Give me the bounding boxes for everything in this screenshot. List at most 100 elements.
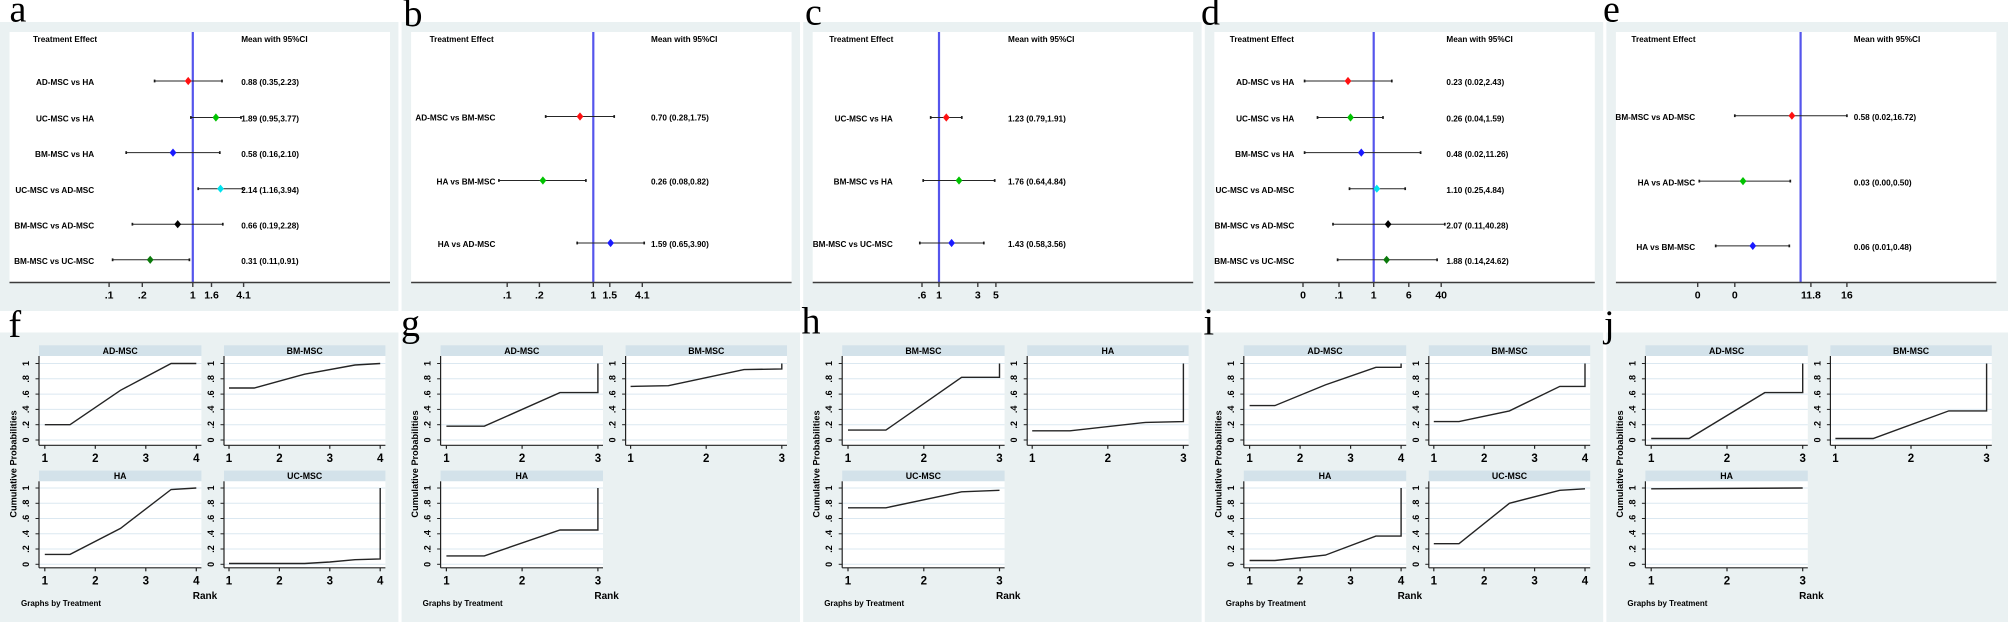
svg-text:0: 0 [1411, 562, 1421, 567]
svg-text:BM-MSC vs AD-MSC: BM-MSC vs AD-MSC [1615, 113, 1695, 122]
svg-text:.6: .6 [21, 515, 31, 523]
svg-text:AD-MSC: AD-MSC [103, 346, 139, 356]
svg-text:Rank: Rank [193, 591, 218, 602]
svg-text:3: 3 [779, 453, 785, 465]
svg-text:BM-MSC: BM-MSC [1491, 346, 1528, 356]
svg-text:1: 1 [206, 361, 216, 366]
svg-text:0.70 (0.28,1.75): 0.70 (0.28,1.75) [651, 114, 709, 123]
svg-text:BM-MSC: BM-MSC [1893, 346, 1930, 356]
svg-text:2: 2 [1908, 453, 1914, 465]
svg-text:.8: .8 [608, 375, 618, 383]
svg-text:1: 1 [1226, 485, 1236, 490]
svg-text:0.58 (0.16,2.10): 0.58 (0.16,2.10) [241, 150, 299, 159]
svg-text:Mean with 95%CI: Mean with 95%CI [1854, 35, 1920, 44]
svg-text:Cumulative Probabilities: Cumulative Probabilities [1213, 410, 1223, 517]
svg-text:2: 2 [921, 575, 927, 587]
svg-text:c: c [805, 0, 822, 34]
svg-text:0: 0 [423, 437, 433, 442]
svg-text:1.59 (0.65,3.90): 1.59 (0.65,3.90) [651, 240, 709, 249]
svg-text:UC-MSC: UC-MSC [906, 471, 942, 481]
svg-text:2: 2 [1297, 453, 1303, 465]
svg-text:.4: .4 [1812, 406, 1822, 414]
svg-text:2: 2 [1481, 453, 1487, 465]
svg-text:BM-MSC: BM-MSC [688, 346, 725, 356]
svg-text:1: 1 [1411, 485, 1421, 490]
svg-text:Mean with 95%CI: Mean with 95%CI [241, 35, 307, 44]
svg-text:1: 1 [1009, 361, 1019, 366]
svg-text:3: 3 [327, 453, 333, 465]
svg-text:4: 4 [1582, 453, 1589, 465]
svg-text:0: 0 [21, 437, 31, 442]
svg-text:1: 1 [1246, 575, 1253, 587]
svg-text:0.23 (0.02,2.43): 0.23 (0.02,2.43) [1446, 78, 1504, 87]
svg-text:.8: .8 [1627, 500, 1637, 508]
svg-text:.8: .8 [1627, 375, 1637, 383]
svg-text:.1: .1 [105, 290, 114, 302]
svg-text:0: 0 [608, 437, 618, 442]
svg-text:BM-MSC: BM-MSC [905, 346, 942, 356]
svg-text:1: 1 [1246, 453, 1253, 465]
svg-text:.8: .8 [1411, 375, 1421, 383]
svg-text:.2: .2 [1627, 421, 1637, 429]
svg-text:.8: .8 [423, 375, 433, 383]
svg-text:.2: .2 [1009, 421, 1019, 429]
svg-text:HA: HA [1102, 346, 1115, 356]
svg-text:4: 4 [193, 453, 200, 465]
svg-text:Graphs by Treatment: Graphs by Treatment [423, 599, 503, 608]
svg-text:3: 3 [1799, 575, 1805, 587]
svg-text:Graphs by Treatment: Graphs by Treatment [21, 599, 101, 608]
svg-text:.8: .8 [206, 500, 216, 508]
svg-text:.6: .6 [206, 390, 216, 398]
svg-text:1: 1 [1431, 453, 1438, 465]
svg-text:3: 3 [595, 453, 601, 465]
svg-text:.4: .4 [824, 406, 834, 414]
svg-text:11.8: 11.8 [1801, 290, 1821, 302]
svg-text:Rank: Rank [1799, 591, 1824, 602]
svg-text:.8: .8 [1226, 500, 1236, 508]
svg-text:AD-MSC vs HA: AD-MSC vs HA [1236, 78, 1294, 87]
svg-text:Mean with 95%CI: Mean with 95%CI [1008, 35, 1074, 44]
svg-text:0.88 (0.35,2.23): 0.88 (0.35,2.23) [241, 78, 299, 87]
svg-text:Rank: Rank [1398, 591, 1423, 602]
svg-text:0: 0 [1695, 290, 1701, 302]
svg-text:.2: .2 [423, 421, 433, 429]
svg-text:2: 2 [519, 453, 525, 465]
svg-text:.2: .2 [1411, 421, 1421, 429]
svg-text:.2: .2 [138, 290, 147, 302]
svg-text:3: 3 [996, 575, 1002, 587]
svg-text:2.07 (0.11,40.28): 2.07 (0.11,40.28) [1446, 221, 1508, 230]
svg-text:.8: .8 [1812, 375, 1822, 383]
svg-text:3: 3 [1347, 575, 1353, 587]
svg-text:1: 1 [1029, 453, 1036, 465]
svg-text:2: 2 [1724, 575, 1730, 587]
svg-text:Graphs by Treatment: Graphs by Treatment [1627, 599, 1707, 608]
svg-text:.4: .4 [423, 530, 433, 538]
svg-text:UC-MSC vs AD-MSC: UC-MSC vs AD-MSC [1215, 186, 1294, 195]
svg-text:0: 0 [206, 437, 216, 442]
svg-text:1: 1 [423, 361, 433, 366]
svg-text:AD-MSC: AD-MSC [1709, 346, 1745, 356]
svg-text:2: 2 [92, 453, 98, 465]
svg-text:Graphs by Treatment: Graphs by Treatment [1226, 599, 1306, 608]
svg-text:.6: .6 [1411, 390, 1421, 398]
svg-text:.1: .1 [1335, 290, 1344, 302]
svg-text:.2: .2 [824, 421, 834, 429]
svg-text:BM-MSC vs UC-MSC: BM-MSC vs UC-MSC [813, 240, 893, 249]
svg-text:.6: .6 [918, 290, 927, 302]
svg-text:.8: .8 [1226, 375, 1236, 383]
svg-text:0: 0 [824, 562, 834, 567]
svg-text:0: 0 [1732, 290, 1738, 302]
svg-text:2.14 (1.16,3.94): 2.14 (1.16,3.94) [241, 186, 299, 195]
svg-text:0.48 (0.02,11.26): 0.48 (0.02,11.26) [1446, 150, 1508, 159]
svg-text:HA vs BM-MSC: HA vs BM-MSC [1636, 243, 1695, 252]
svg-text:UC-MSC vs AD-MSC: UC-MSC vs AD-MSC [15, 186, 94, 195]
svg-text:BM-MSC vs HA: BM-MSC vs HA [834, 178, 893, 187]
svg-text:.2: .2 [1812, 421, 1822, 429]
svg-text:0: 0 [824, 437, 834, 442]
svg-text:1: 1 [1832, 453, 1839, 465]
svg-text:1: 1 [845, 575, 852, 587]
svg-text:.8: .8 [824, 375, 834, 383]
svg-text:1.6: 1.6 [204, 290, 219, 302]
svg-text:HA: HA [1720, 471, 1733, 481]
svg-text:1: 1 [1627, 485, 1637, 490]
